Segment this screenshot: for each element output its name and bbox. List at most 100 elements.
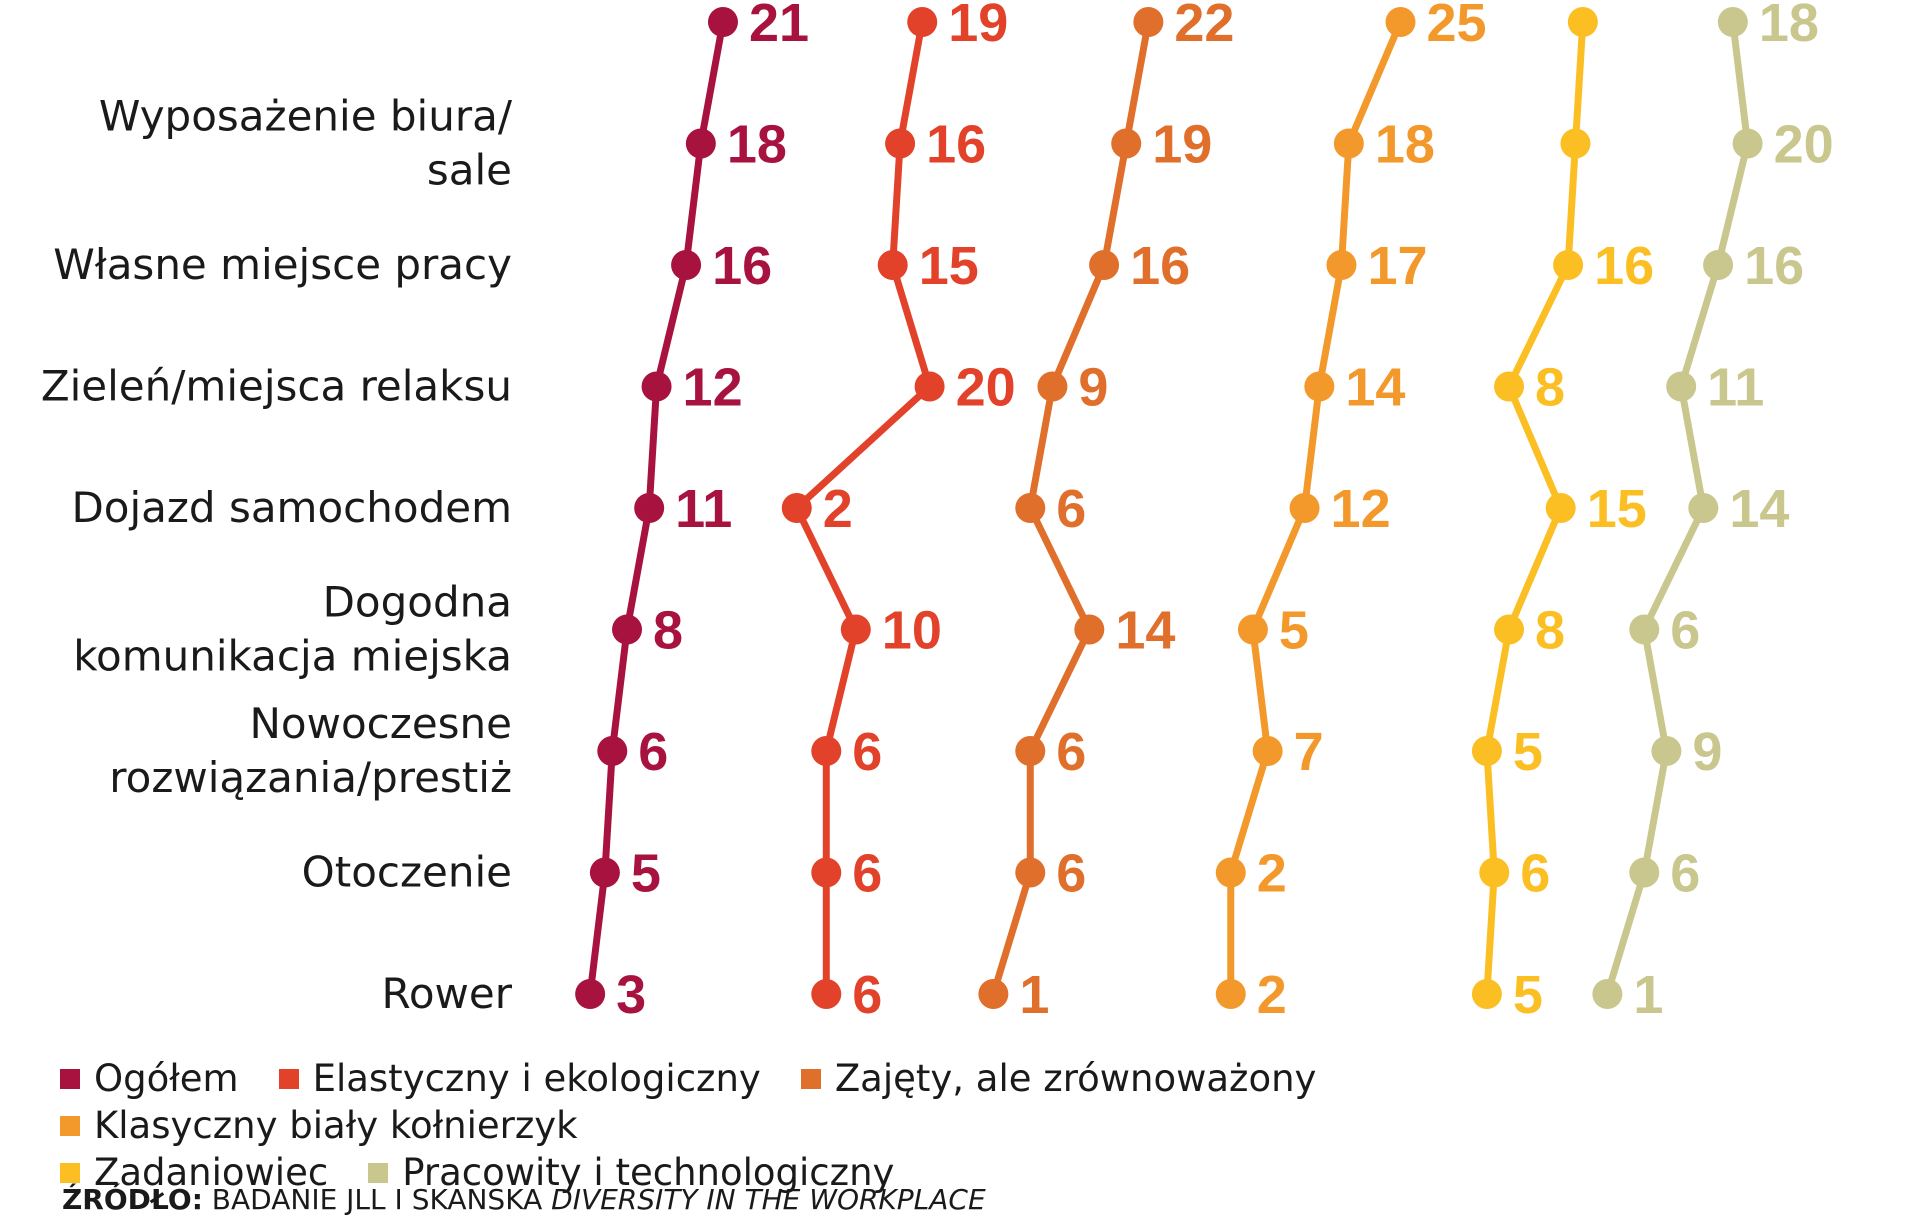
data-point (1215, 857, 1246, 888)
data-point (1629, 614, 1660, 645)
data-point (671, 250, 702, 280)
data-label: 6 (852, 965, 882, 1025)
data-label: 6 (852, 844, 882, 904)
data-label: 17 (1367, 236, 1427, 296)
data-point (914, 371, 945, 402)
data-point (1037, 371, 1068, 402)
data-label: 15 (919, 236, 979, 296)
data-label: 2 (1257, 844, 1287, 904)
data-label: 14 (1345, 358, 1405, 418)
data-label: 1 (1633, 965, 1663, 1025)
data-point (1015, 736, 1046, 766)
data-label: 14 (1115, 601, 1175, 661)
data-label: 12 (1331, 479, 1391, 539)
data-point (1494, 371, 1525, 402)
data-label: 18 (1759, 0, 1819, 53)
data-point (1385, 7, 1416, 37)
data-point (877, 250, 908, 280)
data-label: 5 (1513, 965, 1543, 1025)
data-label: 9 (1692, 722, 1722, 782)
data-label: 8 (653, 601, 683, 661)
data-point (1666, 371, 1697, 402)
series-value-labels: 2118161211865319161520210666221916961466… (616, 0, 1834, 1025)
data-point (1333, 128, 1364, 159)
data-label: 1 (1019, 965, 1049, 1025)
category-label: Wyposażenie biura/sale (99, 92, 513, 195)
data-point (1074, 614, 1105, 645)
data-point (1252, 736, 1283, 766)
legend-item: Pracowity i technologiczny (368, 1149, 894, 1196)
data-label: 20 (1774, 115, 1834, 175)
data-label: 21 (749, 0, 809, 53)
data-point (1111, 128, 1142, 159)
data-point (1545, 493, 1576, 523)
data-label: 6 (1056, 722, 1086, 782)
data-label: 16 (1594, 236, 1654, 296)
legend-swatch (60, 1116, 80, 1136)
legend-item: Klasyczny biały kołnierzyk (60, 1102, 578, 1149)
category-label: Własne miejsce pracy (53, 240, 512, 289)
data-label: 6 (638, 722, 668, 782)
data-point (811, 979, 842, 1009)
category-label: Dogodna komunikacja miejska (73, 578, 512, 681)
data-point (589, 857, 620, 888)
data-point (634, 493, 665, 523)
legend-swatch (800, 1069, 821, 1089)
category-labels: Wyposażenie biura/sale Własne miejsce pra… (41, 92, 513, 1019)
legend-label: Zajęty, ale zrównoważony (834, 1057, 1317, 1100)
category-label: Otoczenie (302, 848, 512, 897)
data-point (597, 736, 628, 766)
data-point (1688, 493, 1719, 523)
data-point (1237, 614, 1268, 645)
source-prefix: ŹRÓDŁO: (62, 1183, 203, 1216)
legend-label: Klasyczny biały kołnierzyk (94, 1104, 578, 1147)
legend-swatch (60, 1069, 80, 1089)
data-point (1553, 250, 1584, 280)
data-point (781, 493, 812, 523)
category-label: Dojazd samochodem (71, 483, 512, 532)
data-point (685, 128, 716, 159)
legend-item: Ogółem (60, 1055, 239, 1102)
data-point (1703, 250, 1734, 280)
source-text: BADANIE JLL I SKANSKA (202, 1183, 552, 1216)
data-point (1732, 128, 1763, 159)
data-label: 16 (926, 115, 986, 175)
data-label: 5 (1513, 722, 1543, 782)
category-label: Zieleń/miejsca relaksu (41, 362, 512, 411)
data-label: 19 (1152, 115, 1212, 175)
chart-legend: Ogółem Elastyczny i ekologiczny Zajęty, al… (60, 1055, 1860, 1196)
data-label: 11 (1707, 358, 1764, 418)
data-point (1567, 7, 1598, 37)
data-point (1471, 736, 1502, 766)
data-label: 6 (1670, 601, 1700, 661)
data-point (811, 857, 842, 888)
data-label: 5 (631, 844, 661, 904)
chart-plot: Wyposażenie biura/sale Własne miejsce pra… (41, 0, 1834, 1025)
data-label: 8 (1535, 358, 1565, 418)
category-label: Nowoczesne rozwiązania/prestiż (109, 699, 512, 802)
data-label: 5 (1279, 601, 1309, 661)
data-label: 6 (1056, 479, 1086, 539)
legend-item: Zajęty, ale zrównoważony (800, 1055, 1317, 1102)
data-label: 15 (1587, 479, 1647, 539)
legend-swatch (60, 1163, 80, 1183)
data-point (978, 979, 1009, 1009)
data-point (1651, 736, 1682, 766)
data-point (1304, 371, 1335, 402)
data-point (885, 128, 916, 159)
data-label: 19 (948, 0, 1008, 53)
data-point (840, 614, 871, 645)
series-points (575, 7, 1763, 1009)
source-title: DIVERSITY IN THE WORKPLACE (551, 1183, 986, 1216)
source-note: ŹRÓDŁO: BADANIE JLL I SKANSKA DIVERSITY … (62, 1183, 986, 1216)
data-point (1479, 857, 1510, 888)
data-point (1215, 979, 1246, 1009)
legend-item: Zadaniowiec (60, 1149, 328, 1196)
data-point (1133, 7, 1164, 37)
data-point (1717, 7, 1748, 37)
data-label: 9 (1078, 358, 1108, 418)
data-point (1015, 857, 1046, 888)
data-label: 25 (1427, 0, 1487, 53)
data-label: 6 (1670, 844, 1700, 904)
data-point (1015, 493, 1046, 523)
